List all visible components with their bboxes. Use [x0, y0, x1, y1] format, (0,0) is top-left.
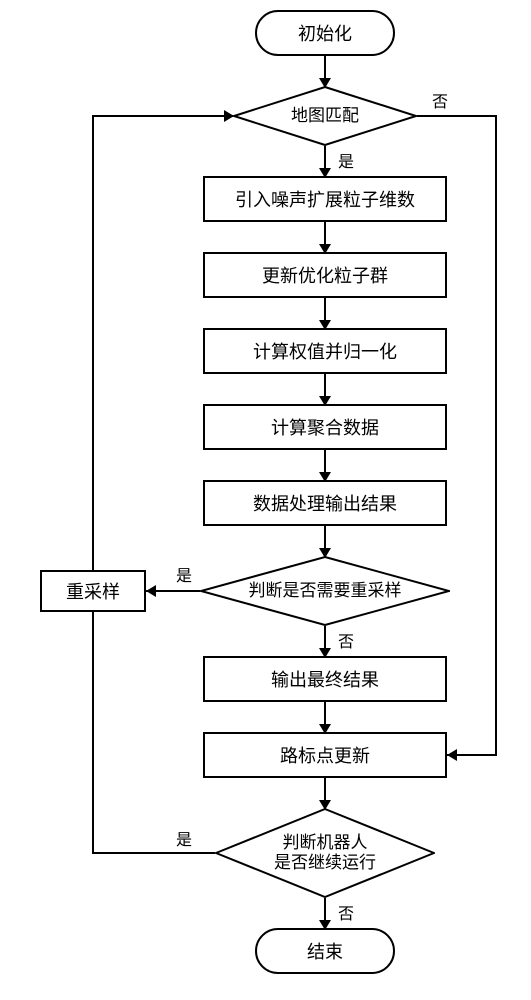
edge-label-no: 否 — [430, 88, 450, 112]
process-out-label: 数据处理输出结果 — [253, 490, 397, 516]
arrowhead-icon — [319, 244, 331, 254]
arrowhead-icon — [319, 724, 331, 734]
edge — [92, 115, 233, 117]
terminator-start-label: 初始化 — [298, 20, 352, 46]
edge-label-yes: 是 — [174, 562, 194, 586]
process-agg: 计算聚合数据 — [203, 404, 447, 450]
process-landmark-label: 路标点更新 — [280, 742, 370, 768]
process-weight-label: 计算权值并归一化 — [253, 338, 397, 364]
edge-label-yes: 是 — [174, 826, 194, 850]
arrowhead-icon — [146, 585, 156, 597]
process-out: 数据处理输出结果 — [203, 480, 447, 526]
arrowhead-icon — [319, 800, 331, 810]
decision-map-match-label: 地图匹配 — [291, 106, 359, 126]
edge — [495, 115, 497, 755]
edge-label-no: 否 — [336, 628, 356, 652]
decision-resample: 判断是否需要重采样 — [200, 556, 450, 626]
arrowhead-icon — [319, 396, 331, 406]
terminator-start: 初始化 — [255, 10, 395, 56]
decision-map-match: 地图匹配 — [233, 86, 417, 146]
arrowhead-icon — [319, 648, 331, 658]
arrowhead-icon — [319, 548, 331, 558]
process-final-label: 输出最终结果 — [271, 666, 379, 692]
process-weight: 计算权值并归一化 — [203, 328, 447, 374]
decision-continue-label: 判断机器人 是否继续运行 — [274, 833, 376, 874]
process-agg-label: 计算聚合数据 — [271, 414, 379, 440]
arrowhead-icon — [447, 749, 457, 761]
arrowhead-icon — [319, 78, 331, 88]
arrowhead-icon — [319, 920, 331, 930]
edge — [92, 116, 94, 570]
terminator-end-label: 结束 — [307, 938, 343, 964]
process-landmark: 路标点更新 — [203, 732, 447, 778]
arrowhead-icon — [319, 472, 331, 482]
decision-continue: 判断机器人 是否继续运行 — [215, 808, 435, 898]
process-final: 输出最终结果 — [203, 656, 447, 702]
process-resample-label: 重采样 — [66, 578, 120, 604]
edge-label-no: 否 — [336, 900, 356, 924]
arrowhead-icon — [319, 320, 331, 330]
arrowhead-icon — [319, 168, 331, 178]
edge — [417, 115, 497, 117]
process-swarm-label: 更新优化粒子群 — [262, 262, 388, 288]
process-noise: 引入噪声扩展粒子维数 — [203, 176, 447, 222]
edge — [92, 612, 94, 854]
process-noise-label: 引入噪声扩展粒子维数 — [235, 186, 415, 212]
terminator-end: 结束 — [255, 928, 395, 974]
edge-label-yes: 是 — [336, 148, 356, 172]
arrowhead-icon — [224, 110, 234, 122]
process-resample: 重采样 — [40, 570, 146, 612]
edge — [92, 852, 215, 854]
process-swarm: 更新优化粒子群 — [203, 252, 447, 298]
decision-resample-label: 判断是否需要重采样 — [249, 581, 402, 601]
